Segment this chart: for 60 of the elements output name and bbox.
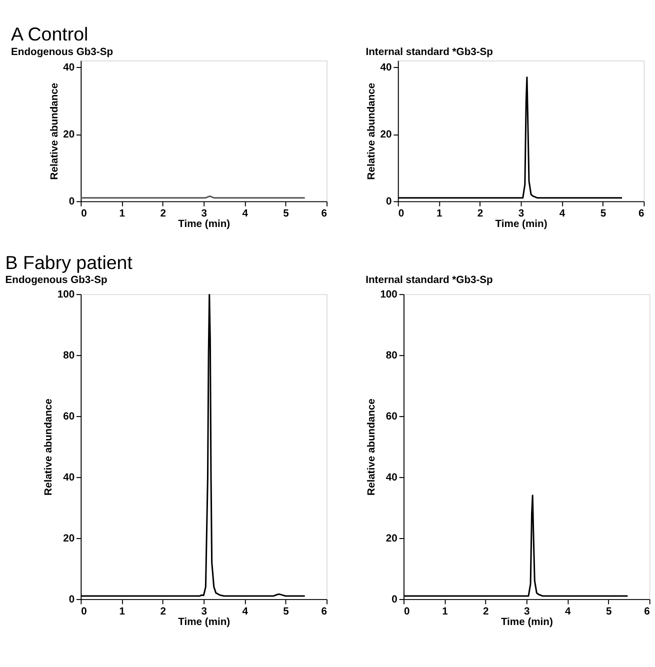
y-tick-label: 40 xyxy=(380,62,392,74)
y-tick-label: 80 xyxy=(63,350,75,362)
chart-title: B Fabry patient xyxy=(5,252,134,273)
y-tick-label: 40 xyxy=(386,472,398,484)
x-tick-label: 6 xyxy=(644,606,650,618)
x-tick-label: 5 xyxy=(283,208,290,220)
x-axis-title: Time (min) xyxy=(500,616,553,628)
y-tick-label: 80 xyxy=(386,350,398,362)
x-tick-label: 1 xyxy=(442,606,448,618)
line-series xyxy=(80,294,306,597)
x-tick-label: 6 xyxy=(321,208,328,220)
x-tick-label: 4 xyxy=(559,208,566,220)
x-tick-label: 3 xyxy=(201,606,208,618)
y-tick-label: 20 xyxy=(386,533,398,544)
chart-subtitle: Endogenous Gb3-Sp xyxy=(5,274,108,286)
y-tick-label: 20 xyxy=(63,129,75,140)
x-tick-label: 5 xyxy=(606,606,612,618)
x-tick-label: 4 xyxy=(565,606,572,618)
y-tick-label: 100 xyxy=(57,289,75,300)
y-tick-label: 0 xyxy=(68,594,75,606)
x-axis-title: Time (min) xyxy=(178,219,230,230)
y-tick-label: 0 xyxy=(386,196,392,208)
x-axis-title: Time (min) xyxy=(495,219,548,230)
x-tick-label: 6 xyxy=(638,208,644,220)
x-tick-label: 3 xyxy=(201,208,208,220)
x-tick-label: 0 xyxy=(404,606,410,618)
y-axis-title: Relative abundance xyxy=(44,398,55,496)
x-tick-label: 1 xyxy=(436,208,442,220)
x-tick-label: 6 xyxy=(321,606,328,618)
y-tick-label: 40 xyxy=(63,62,75,74)
x-tick-label: 3 xyxy=(524,606,530,618)
x-tick-label: 1 xyxy=(119,606,126,618)
x-tick-label: 0 xyxy=(81,606,88,618)
y-tick-label: 20 xyxy=(380,129,392,140)
chart-title: A Control xyxy=(11,24,88,45)
y-axis-title: Relative abundance xyxy=(49,82,60,180)
x-tick-label: 2 xyxy=(160,208,166,220)
x-tick-label: 4 xyxy=(242,208,248,220)
y-tick-label: 60 xyxy=(386,411,398,422)
x-tick-label: 5 xyxy=(283,606,290,618)
y-tick-label: 0 xyxy=(68,196,75,208)
x-tick-label: 1 xyxy=(119,208,126,220)
y-axis-title: Relative abundance xyxy=(366,82,378,180)
y-axis-title: Relative abundance xyxy=(366,398,378,496)
x-tick-label: 2 xyxy=(483,606,490,618)
x-tick-label: 5 xyxy=(600,208,606,220)
y-tick-label: 0 xyxy=(392,594,398,606)
x-tick-label: 0 xyxy=(81,208,88,220)
x-axis-title: Time (min) xyxy=(178,616,230,628)
x-tick-label: 2 xyxy=(477,208,484,220)
chart-title: Internal standard *Gb3-Sp xyxy=(366,46,493,58)
y-tick-label: 20 xyxy=(63,533,75,544)
y-tick-label: 60 xyxy=(63,411,75,422)
x-tick-label: 2 xyxy=(160,606,166,618)
y-tick-label: 100 xyxy=(380,289,398,300)
chart-title: Internal standard *Gb3-Sp xyxy=(366,274,493,286)
x-tick-label: 3 xyxy=(518,208,524,220)
y-tick-label: 40 xyxy=(63,472,75,484)
chart-subtitle: Endogenous Gb3-Sp xyxy=(11,46,114,58)
x-tick-label: 4 xyxy=(242,606,248,618)
